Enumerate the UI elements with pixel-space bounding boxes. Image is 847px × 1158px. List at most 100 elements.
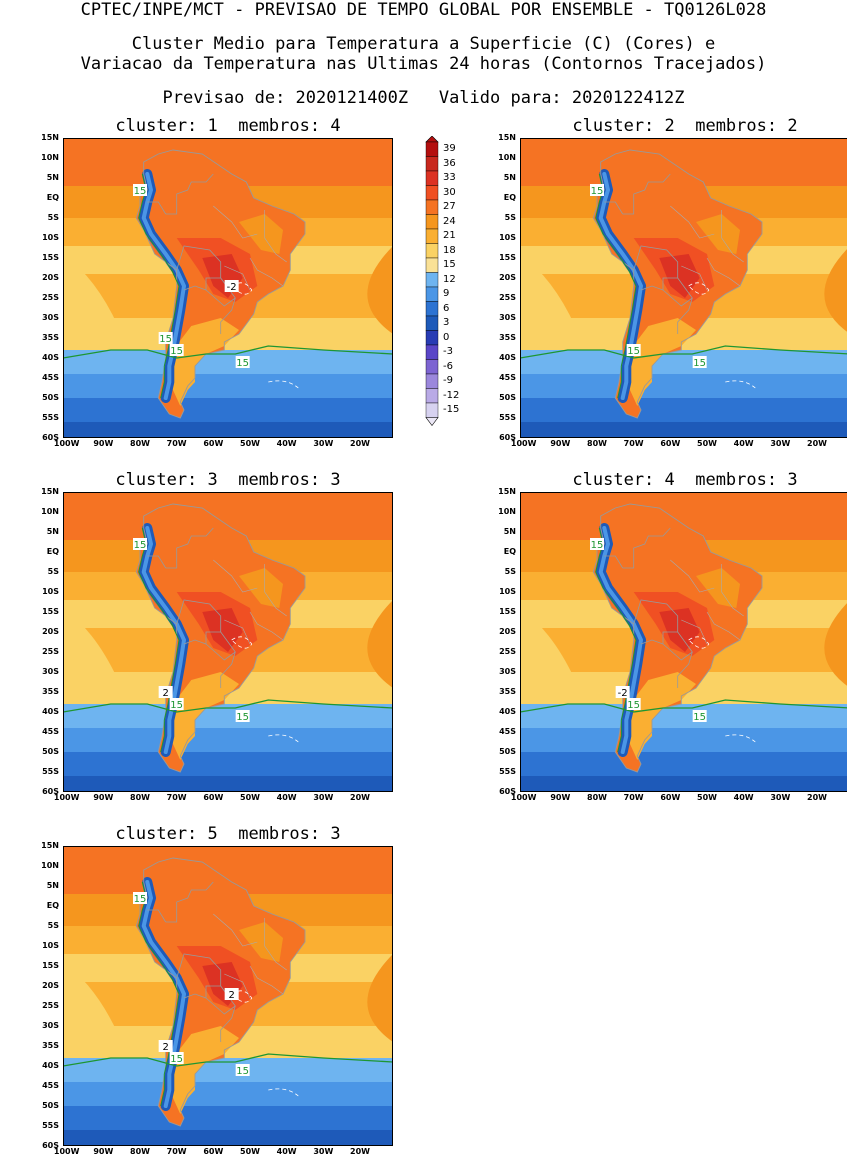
lat-tick-label: 10S [486,588,516,596]
contour-label: 15 [170,1052,184,1065]
contour-label: -2 [225,280,239,293]
lat-tick-label: EQ [486,548,516,556]
lat-tick-label: 30S [486,314,516,322]
lat-tick-label: 40S [486,354,516,362]
legend-swatch [426,287,438,302]
ocean-temperature-band [63,752,393,776]
legend-swatch [426,374,438,389]
ocean-temperature-band [63,776,393,792]
header-forecast-dates: Previsao de: 2020121400Z Valido para: 20… [0,88,847,108]
lat-tick-label: 5N [29,174,59,182]
lon-tick-label: 60W [203,793,223,802]
contour-label-text: 2 [162,1042,168,1053]
header-subtitle-1: Cluster Medio para Temperatura a Superfi… [0,34,847,54]
legend-swatch [426,331,438,346]
lat-tick-label: 45S [29,374,59,382]
legend-swatch [426,186,438,201]
lat-tick-label: 40S [29,1062,59,1070]
lat-tick-label: 35S [486,334,516,342]
contour-label: 15 [236,710,250,723]
contour-label: 15 [693,356,707,369]
legend-level-label: 21 [443,231,456,241]
lon-tick-label: 80W [587,793,607,802]
contour-label-text: 15 [693,358,706,369]
lat-tick-label: 25S [29,648,59,656]
lon-tick-label: 20W [350,439,370,448]
contour-label: 15 [170,344,184,357]
lat-tick-label: 5S [29,922,59,930]
legend-level-label: 39 [443,144,456,154]
lon-tick-label: 50W [240,439,260,448]
legend-level-label: -12 [443,391,459,401]
contour-label: 15 [627,698,641,711]
legend-level-label: 18 [443,246,456,256]
lon-tick-label: 30W [770,439,790,448]
legend-swatch [426,360,438,375]
lat-tick-label: 45S [29,1082,59,1090]
contour-label: 15 [590,184,604,197]
legend-level-label: -3 [443,347,453,357]
lon-tick-label: 100W [511,793,537,802]
legend-arrow-bottom [426,418,438,426]
legend-colorbar [425,136,443,436]
legend-swatch [426,171,438,186]
contour-label-text: -2 [227,282,237,293]
lat-tick-label: 20S [486,628,516,636]
contour-label: 15 [236,356,250,369]
legend-swatch [426,142,438,157]
contour-label: 15 [170,698,184,711]
lat-tick-label: 15N [29,134,59,142]
lon-tick-label: 80W [130,1147,150,1156]
lat-tick-label: 15N [29,488,59,496]
cluster-title: cluster: 1 membros: 4 [63,116,393,136]
ocean-temperature-band [520,728,847,752]
lat-tick-label: EQ [29,548,59,556]
lat-tick-label: 25S [29,1002,59,1010]
contour-label-text: 15 [134,894,147,905]
lat-tick-label: 5S [486,568,516,576]
lat-tick-label: 10S [29,588,59,596]
lat-tick-label: 55S [29,414,59,422]
lat-tick-label: 25S [486,294,516,302]
contour-label-text: 15 [134,186,147,197]
legend-swatch [426,316,438,331]
ocean-temperature-band [63,728,393,752]
lat-tick-label: 10S [29,942,59,950]
lon-tick-label: 60W [660,439,680,448]
lat-tick-label: 20S [29,628,59,636]
lat-tick-label: 10N [486,508,516,516]
contour-label-text: 15 [693,712,706,723]
contour-label: 15 [236,1064,250,1077]
contour-label-text: 15 [591,540,604,551]
lon-tick-label: 40W [734,439,754,448]
lat-tick-label: EQ [29,194,59,202]
legend-level-label: -9 [443,376,453,386]
legend-level-label: 9 [443,289,449,299]
lat-tick-label: 55S [486,768,516,776]
lon-tick-label: 30W [313,1147,333,1156]
contour-label: 2 [159,686,173,699]
lon-tick-label: 80W [130,439,150,448]
legend-swatch [426,215,438,230]
lon-tick-label: 50W [697,439,717,448]
legend-level-label: -6 [443,362,453,372]
legend-swatch [426,229,438,244]
lat-tick-label: EQ [486,194,516,202]
lat-tick-label: 15S [29,254,59,262]
lat-tick-label: 5N [486,528,516,536]
contour-label-text: 15 [236,712,249,723]
lat-tick-label: 5N [486,174,516,182]
lon-tick-label: 40W [734,793,754,802]
legend-level-label: 3 [443,318,449,328]
lat-tick-label: 25S [29,294,59,302]
lat-tick-label: 15S [29,962,59,970]
lat-tick-label: 30S [29,668,59,676]
lon-tick-label: 90W [93,793,113,802]
contour-label-text: 15 [236,1066,249,1077]
lat-tick-label: 50S [486,394,516,402]
